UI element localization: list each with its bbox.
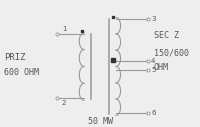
Text: 150/600: 150/600 (154, 48, 189, 57)
Text: 6: 6 (151, 110, 156, 116)
Text: 3: 3 (151, 16, 156, 22)
Text: OHM: OHM (154, 63, 169, 72)
Text: 5: 5 (151, 67, 155, 73)
Text: 4: 4 (151, 58, 155, 64)
Text: SEC Z: SEC Z (154, 31, 179, 40)
Text: 2: 2 (62, 100, 66, 106)
Text: 600 OHM: 600 OHM (4, 68, 39, 77)
Text: PRIZ: PRIZ (4, 53, 26, 62)
Text: 50 MW: 50 MW (88, 117, 112, 126)
Text: 1: 1 (62, 26, 66, 32)
